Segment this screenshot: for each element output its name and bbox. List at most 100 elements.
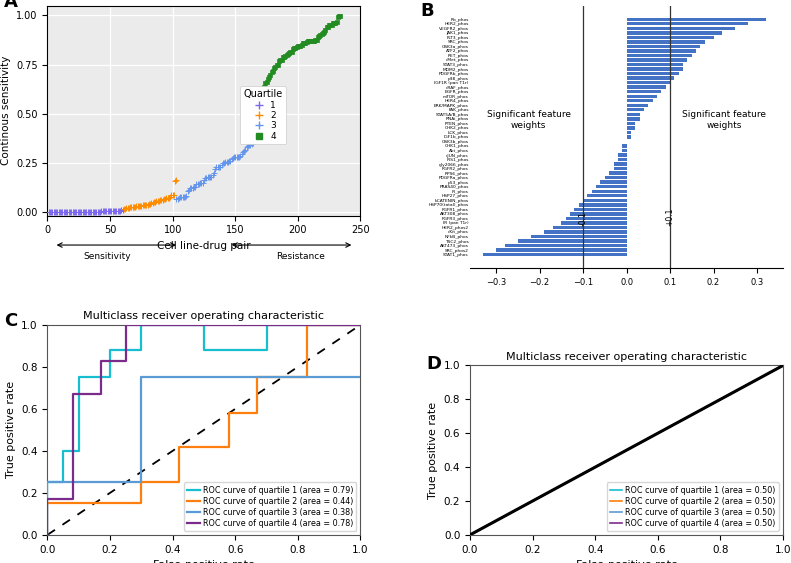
ROC curve of quartile 1 (area = 0.79) <box>137 347 146 354</box>
Bar <box>626 104 649 107</box>
Point <box>65 207 78 216</box>
Point <box>240 142 253 151</box>
X-axis label: False-positive rate: False-positive rate <box>153 560 255 563</box>
Line: ROC curve of quartile 1 (area = 0.79): ROC curve of quartile 1 (area = 0.79) <box>47 325 361 535</box>
Point <box>172 194 184 203</box>
Point <box>85 207 97 216</box>
Point <box>334 11 346 20</box>
Point <box>179 192 191 201</box>
ROC curve of quartile 1 (area = 0.79) <box>74 448 84 454</box>
Point <box>297 39 309 48</box>
Point <box>289 43 301 52</box>
Point <box>43 207 55 216</box>
Point <box>249 129 262 138</box>
Point <box>78 207 90 216</box>
Bar <box>626 99 653 102</box>
Bar <box>614 162 626 166</box>
Title: Multiclass receiver operating characteristic: Multiclass receiver operating characteri… <box>506 352 747 362</box>
Point <box>237 148 249 157</box>
Bar <box>626 59 687 62</box>
Point <box>293 42 305 51</box>
Bar <box>614 167 626 170</box>
Point <box>217 159 229 168</box>
Point <box>190 180 202 189</box>
Bar <box>626 86 666 89</box>
Point <box>274 56 286 65</box>
Point <box>204 173 217 182</box>
Bar <box>626 77 675 80</box>
ROC curve of quartile 2 (area = 0.44) <box>43 500 52 507</box>
Point <box>78 207 91 216</box>
Bar <box>618 158 626 161</box>
Point <box>213 163 225 172</box>
ROC curve of quartile 3 (area = 0.38) <box>43 531 52 538</box>
Point <box>142 200 154 209</box>
Point <box>331 13 344 22</box>
Point <box>125 203 138 212</box>
ROC curve of quartile 3 (area = 0.38) <box>252 374 262 381</box>
Point <box>329 18 342 27</box>
Point <box>149 198 161 207</box>
ROC curve of quartile 1 (area = 0.79) <box>262 321 271 328</box>
Point <box>225 155 238 164</box>
Point <box>164 193 176 202</box>
Point <box>223 157 236 166</box>
Point <box>238 146 251 155</box>
Point <box>286 47 298 56</box>
Point <box>196 179 209 188</box>
Bar <box>626 126 635 129</box>
ROC curve of quartile 1 (area = 0.79) <box>105 347 115 354</box>
Point <box>123 203 136 212</box>
ROC curve of quartile 3 (area = 0.38) <box>137 374 146 381</box>
Point <box>271 61 284 70</box>
Y-axis label: True positive rate: True positive rate <box>6 381 16 479</box>
Point <box>127 203 140 212</box>
Point <box>247 138 259 147</box>
Bar <box>579 203 626 207</box>
Point <box>63 207 76 216</box>
Point <box>324 20 337 29</box>
Point <box>252 126 264 135</box>
Point <box>48 207 61 216</box>
ROC curve of quartile 3 (area = 0.38) <box>278 374 287 381</box>
Bar <box>531 235 626 238</box>
Text: D: D <box>426 355 441 373</box>
Point <box>187 184 199 193</box>
ROC curve of quartile 1 (area = 0.79) <box>59 448 68 454</box>
Line: ROC curve of quartile 3 (area = 0.38): ROC curve of quartile 3 (area = 0.38) <box>47 377 361 535</box>
Bar <box>626 68 683 71</box>
Text: -0.1: -0.1 <box>578 211 588 226</box>
Bar <box>518 239 626 243</box>
Point <box>56 207 69 216</box>
Point <box>275 56 288 65</box>
Bar <box>600 181 626 184</box>
Point <box>99 207 112 216</box>
Bar <box>626 90 661 93</box>
Point <box>145 199 157 208</box>
Point <box>318 28 331 37</box>
Point <box>208 169 221 178</box>
Point <box>168 190 180 199</box>
Bar <box>505 244 626 247</box>
ROC curve of quartile 1 (area = 0.79) <box>199 321 209 328</box>
Bar <box>626 17 766 21</box>
ROC curve of quartile 2 (area = 0.44) <box>302 321 312 328</box>
Point <box>91 207 104 216</box>
ROC curve of quartile 1 (area = 0.79) <box>137 321 146 328</box>
Point <box>323 21 335 30</box>
Point <box>135 202 148 211</box>
Point <box>325 20 338 29</box>
Point <box>129 203 142 212</box>
Point <box>174 193 187 202</box>
Point <box>146 199 159 208</box>
Point <box>45 207 58 216</box>
Bar <box>626 117 640 120</box>
Point <box>73 207 85 216</box>
Point <box>185 184 198 193</box>
Point <box>66 207 79 216</box>
Point <box>221 157 234 166</box>
Point <box>312 33 324 42</box>
Point <box>62 207 75 216</box>
ROC curve of quartile 1 (area = 0.79) <box>43 479 52 486</box>
Point <box>202 173 214 182</box>
